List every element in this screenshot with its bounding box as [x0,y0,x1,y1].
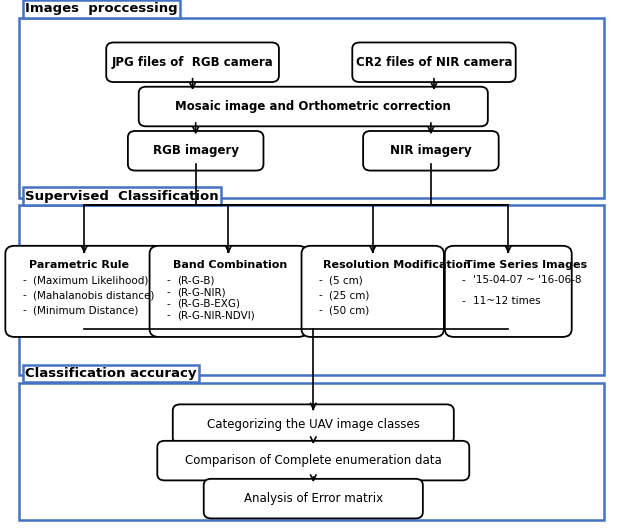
FancyBboxPatch shape [157,441,469,480]
Text: -: - [22,305,26,315]
FancyBboxPatch shape [204,479,423,518]
Text: (R-G-B): (R-G-B) [177,276,215,286]
Text: Images  proccessing: Images proccessing [26,3,178,15]
FancyBboxPatch shape [128,131,264,170]
FancyBboxPatch shape [139,87,488,126]
Text: -: - [166,310,170,320]
Text: -: - [166,276,170,286]
Text: (R-G-NIR): (R-G-NIR) [177,287,226,297]
Text: -: - [166,287,170,297]
Text: (25 cm): (25 cm) [330,290,369,300]
Text: (5 cm): (5 cm) [330,276,363,286]
Text: (R-G-NIR-NDVI): (R-G-NIR-NDVI) [177,310,255,320]
Text: Mosaic image and Orthometric correction: Mosaic image and Orthometric correction [175,100,451,113]
FancyBboxPatch shape [173,404,454,444]
FancyBboxPatch shape [19,205,604,375]
FancyBboxPatch shape [149,246,307,337]
Text: Classification accuracy: Classification accuracy [26,367,197,380]
FancyBboxPatch shape [19,18,604,198]
FancyBboxPatch shape [445,246,572,337]
Text: Parametric Rule: Parametric Rule [29,260,129,270]
FancyBboxPatch shape [363,131,499,170]
Text: CR2 files of NIR camera: CR2 files of NIR camera [356,56,513,69]
Text: -: - [22,290,26,300]
Text: (50 cm): (50 cm) [330,305,369,315]
Text: -: - [166,299,170,308]
Text: Time Series Images: Time Series Images [465,260,587,270]
Text: Band Combination: Band Combination [173,260,287,270]
Text: (R-G-B-EXG): (R-G-B-EXG) [177,299,241,308]
Text: -: - [462,296,465,306]
Text: -: - [462,276,465,286]
Text: -: - [318,305,322,315]
Text: Categorizing the UAV image classes: Categorizing the UAV image classes [207,418,420,431]
Text: JPG files of  RGB camera: JPG files of RGB camera [112,56,274,69]
Text: NIR imagery: NIR imagery [390,144,471,157]
FancyBboxPatch shape [6,246,163,337]
FancyBboxPatch shape [352,42,516,82]
Text: -: - [318,290,322,300]
Text: -: - [22,276,26,286]
Text: (Maximum Likelihood): (Maximum Likelihood) [33,276,149,286]
Text: -: - [318,276,322,286]
Text: (Mahalanobis distance): (Mahalanobis distance) [33,290,154,300]
Text: '15-04-07 ~ '16-06-8: '15-04-07 ~ '16-06-8 [473,276,581,286]
Text: Comparison of Complete enumeration data: Comparison of Complete enumeration data [185,454,442,467]
Text: 11~12 times: 11~12 times [473,296,541,306]
Text: Resolution Modification: Resolution Modification [323,260,471,270]
FancyBboxPatch shape [302,246,444,337]
Text: (Minimum Distance): (Minimum Distance) [33,305,139,315]
FancyBboxPatch shape [106,42,279,82]
Text: RGB imagery: RGB imagery [152,144,239,157]
Text: Supervised  Classification: Supervised Classification [26,190,219,203]
FancyBboxPatch shape [19,382,604,521]
Text: Analysis of Error matrix: Analysis of Error matrix [244,492,383,505]
